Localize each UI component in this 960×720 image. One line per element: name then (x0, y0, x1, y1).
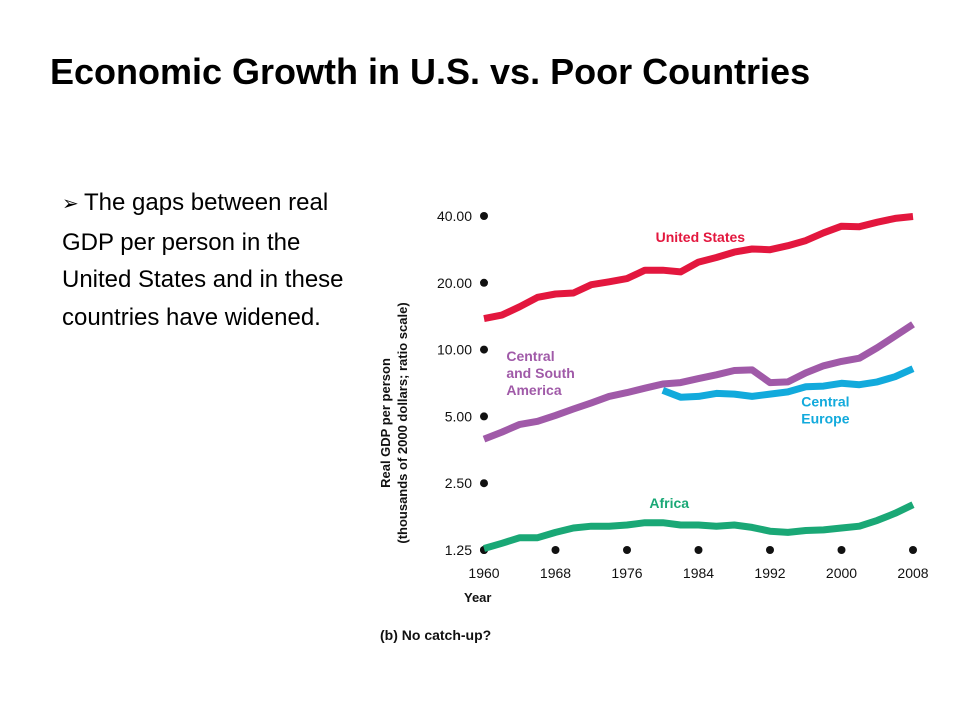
y-tick-label: 1.25 (445, 542, 472, 558)
x-axis: 1960 1968 1976 1984 1992 2000 2008 (468, 546, 929, 581)
y-axis: 1.25 2.50 5.00 10.00 20.00 40.00 (437, 208, 488, 558)
bullet-list: ➢ The gaps between real GDP per person in… (62, 184, 362, 336)
y-tick-label: 2.50 (445, 475, 472, 491)
slide-title: Economic Growth in U.S. vs. Poor Countri… (50, 51, 811, 92)
series-line-0 (483, 213, 914, 323)
x-tick-label: 1976 (611, 565, 642, 581)
x-axis-title: Year (464, 590, 491, 605)
series-line-1 (482, 321, 915, 443)
bullet-item: ➢ The gaps between real GDP per person in… (62, 184, 362, 336)
series-line-2 (661, 365, 915, 401)
y-tick-dot (480, 412, 488, 421)
series-label-1: Central and South America (506, 348, 574, 398)
x-tick-label: 1968 (540, 565, 571, 581)
series-label-0: United States (656, 229, 746, 245)
chart-caption: (b) No catch-up? (380, 627, 491, 643)
y-tick-dot (480, 212, 488, 220)
y-tick-dot (480, 345, 488, 354)
series-label-2: Central Europe (801, 393, 849, 426)
y-tick-label: 10.00 (437, 342, 472, 358)
bullet-text: The gaps between real GDP per person in … (62, 189, 344, 331)
y-tick-dot (480, 278, 488, 287)
x-tick-dot (766, 546, 774, 554)
arrow-bullet-icon: ➢ (62, 193, 79, 215)
y-tick-dot (480, 479, 488, 488)
x-tick-label: 2000 (826, 565, 857, 581)
gdp-line-chart: 1.25 2.50 5.00 10.00 20.00 40.00 1960 1968 1976… (378, 208, 929, 643)
x-tick-label: 1992 (754, 565, 785, 581)
x-tick-dot (909, 546, 917, 554)
x-tick-label: 1960 (468, 565, 499, 581)
x-tick-dot (837, 546, 846, 554)
series-line-3 (483, 501, 915, 552)
series-label-3: Africa (649, 495, 689, 511)
x-tick-dot (551, 546, 560, 554)
y-tick-label: 20.00 (437, 275, 472, 291)
series-lines (482, 213, 915, 552)
x-tick-label: 1984 (683, 565, 714, 581)
series-labels: United States Central and South America Cent… (506, 229, 849, 511)
y-tick-label: 40.00 (437, 208, 472, 224)
x-tick-dot (694, 546, 703, 554)
y-tick-label: 5.00 (445, 408, 472, 424)
x-tick-label: 2008 (897, 565, 928, 581)
y-axis-title: Real GDP per person (thousands of 2000 do… (378, 302, 410, 543)
x-tick-dot (623, 546, 631, 554)
